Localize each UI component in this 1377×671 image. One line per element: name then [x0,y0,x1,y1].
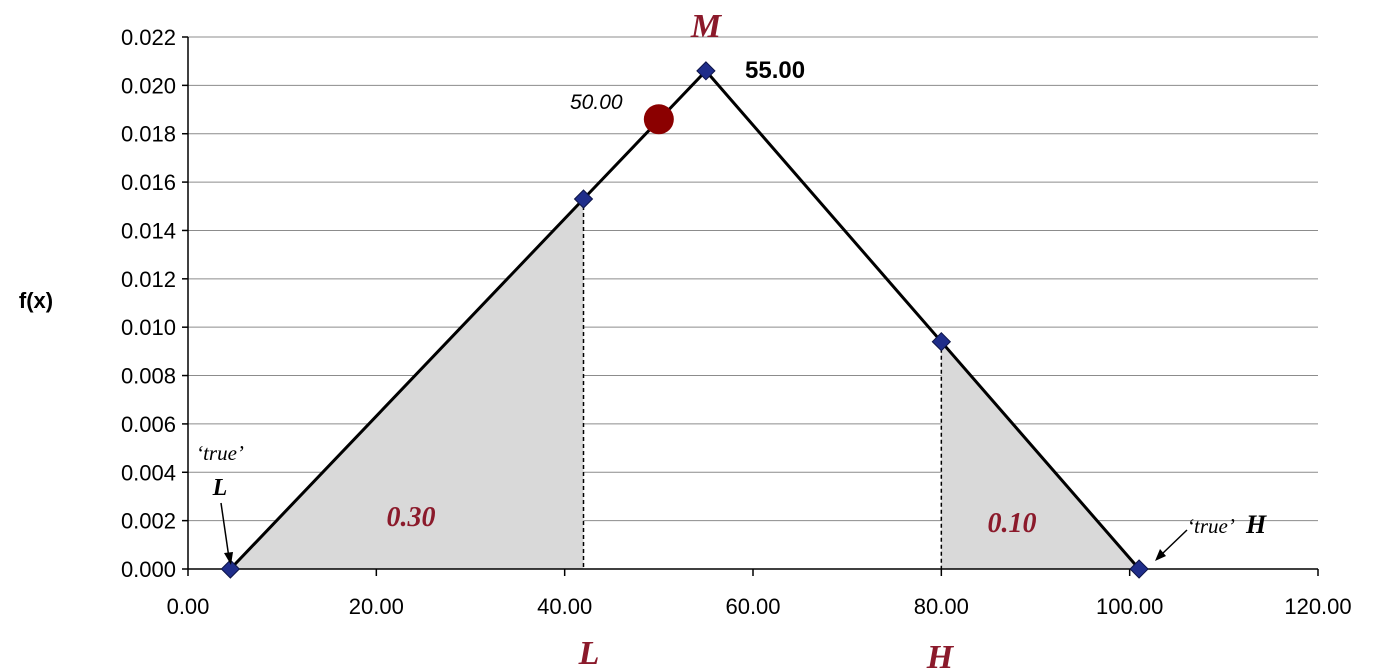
mean-value-label: 50.00 [570,91,623,114]
quantile-letter-l: L [578,635,600,671]
x-tick-label: 0.00 [167,594,210,619]
true-h-letter: H [1245,510,1267,539]
true-h-quote: ‘true’ [1187,514,1235,538]
mode-value-label: 55.00 [745,57,805,84]
x-tick-label: 80.00 [914,594,969,619]
true-h-arrow [1155,529,1188,561]
y-tick-label: 0.020 [121,73,176,98]
mean-marker [643,104,674,135]
y-tick-label: 0.010 [121,315,176,340]
y-axis-title: f(x) [19,288,53,313]
data-point-marker [1129,559,1149,579]
mode-letter-m: M [690,8,723,45]
y-tick-label: 0.018 [121,122,176,147]
labels: f(x) M L H 55.00 50.00 0.30 0.10 ‘true’ … [19,8,1267,671]
data-point-marker [573,189,594,209]
series [220,61,1149,579]
data-point-marker [931,331,952,352]
left-area-label: 0.30 [387,502,436,533]
right-area-label: 0.10 [988,508,1037,539]
y-tick-label: 0.008 [121,364,176,389]
x-tick-label: 60.00 [725,594,780,619]
quantile-letter-h: H [926,639,955,671]
axes: 0.000 0.002 0.004 0.006 0.008 0.010 0.012 0.014… [121,25,1352,619]
true-l-arrow [220,502,233,565]
y-tick-label: 0.002 [121,509,176,534]
y-tick-label: 0.016 [121,170,176,195]
x-tick-label: 120.00 [1284,594,1351,619]
x-tick-label: 20.00 [349,594,404,619]
y-tick-label: 0.012 [121,267,176,292]
y-tick-label: 0.022 [121,25,176,50]
data-point-marker [220,559,241,579]
dashed-guides [582,199,943,569]
true-l-quote: ‘true’ [196,441,244,465]
data-point-marker [696,61,716,81]
x-tick-label: 40.00 [537,594,592,619]
y-tick-label: 0.006 [121,412,176,437]
true-l-letter: L [212,475,228,501]
y-tick-label: 0.014 [121,218,176,243]
x-tick-label: 100.00 [1096,594,1163,619]
y-tick-label: 0.004 [121,460,176,485]
y-tick-label: 0.000 [121,557,176,582]
